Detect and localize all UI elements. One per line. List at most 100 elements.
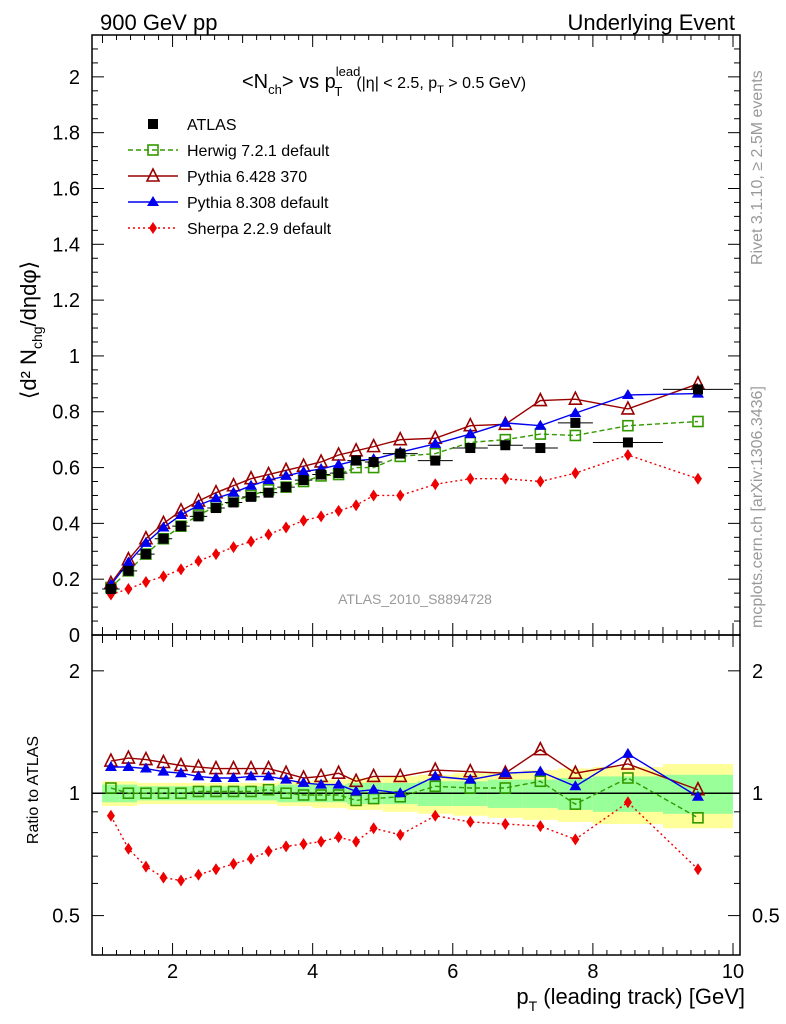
series-point-0 [622, 419, 634, 432]
legend-marker [145, 167, 161, 182]
ratio-point-1 [620, 755, 636, 770]
ratio-point-2 [262, 770, 275, 781]
ratio-point-2 [157, 765, 170, 776]
ratio-point-0 [122, 787, 135, 800]
ratio-point-1 [392, 767, 408, 783]
series-point-2 [139, 536, 152, 547]
series-point-2 [227, 486, 240, 497]
ratio-point-0 [692, 812, 704, 824]
series-point-3 [466, 472, 475, 485]
ratio-point-2 [332, 778, 345, 789]
ratio-point-3 [466, 815, 475, 828]
legend-label: Sherpa 2.2.9 default [187, 221, 332, 238]
data-point [105, 583, 116, 594]
ratio-point-2 [394, 787, 407, 798]
chart-title: <Nch> vs plead T (|η| < 2.5, pT > 0.5 GeV) [242, 64, 526, 99]
series-point-3 [693, 472, 702, 485]
series-point-3 [282, 521, 291, 534]
series-point-1 [533, 391, 548, 407]
ratio-point-0 [499, 782, 512, 794]
ratio-point-0 [245, 785, 257, 798]
ratio-point-0 [429, 780, 442, 793]
data-point [175, 521, 186, 532]
ratio-point-3 [141, 860, 150, 873]
series-point-3 [334, 504, 343, 517]
ratio-point-0 [210, 785, 222, 798]
data-point [333, 468, 344, 479]
data-point [500, 440, 511, 451]
series-point-2 [245, 479, 258, 490]
series-point-2 [297, 465, 310, 476]
y-tick-label: 0.8 [52, 402, 80, 424]
y-tick-label: 0.4 [52, 513, 80, 535]
data-point [140, 549, 151, 560]
ratio-point-0 [569, 798, 582, 810]
data-point [246, 491, 257, 502]
data-point [123, 565, 134, 576]
ratio-point-3 [536, 820, 545, 833]
legend-label: Herwig 7.2.1 default [187, 143, 330, 160]
ratio-point-3 [571, 833, 580, 846]
ratio-y-tick-label-right: 2 [752, 661, 763, 683]
legend-label: Pythia 8.308 default [187, 195, 329, 212]
data-point [281, 482, 292, 493]
ratio-y-tick-label-right: 1 [752, 783, 763, 805]
series-point-2 [569, 407, 582, 418]
ratio-y-tick-label-right: 0.5 [752, 906, 780, 928]
data-point [316, 469, 327, 480]
series-point-2 [429, 437, 442, 448]
series-point-2 [464, 428, 477, 439]
ratio-point-3 [299, 838, 308, 851]
y-tick-label: 1.2 [52, 290, 80, 312]
x-tick-label: 4 [307, 961, 318, 983]
rivet-label: Rivet 3.1.10, ≥ 2.5M events [749, 70, 766, 265]
y-tick-label: 1.4 [52, 234, 80, 256]
x-tick-label: 8 [587, 961, 598, 983]
ratio-point-3 [369, 822, 378, 835]
ratio-point-2 [315, 778, 328, 789]
ratio-point-2 [245, 770, 258, 781]
series-point-3 [124, 582, 133, 595]
ratio-panel [92, 740, 740, 887]
ratio-line-0 [110, 777, 699, 819]
series-point-2 [280, 469, 293, 480]
series-point-1 [568, 390, 583, 405]
ratio-point-3 [396, 828, 405, 841]
data-point [351, 455, 362, 466]
series-point-3 [536, 475, 545, 488]
mcplots-label: mcplots.cern.ch [arXiv:1306.3436] [749, 386, 766, 628]
ratio-point-2 [280, 773, 293, 784]
series-line-1 [110, 383, 699, 584]
data-point [368, 456, 379, 467]
ratio-point-2 [227, 772, 240, 783]
series-point-3 [159, 570, 168, 583]
series-point-3 [369, 489, 378, 502]
ratio-point-2 [691, 790, 704, 801]
series-point-2 [621, 389, 634, 399]
ratio-point-2 [209, 772, 222, 783]
series-point-1 [620, 400, 636, 415]
legend-marker [147, 196, 159, 206]
ratio-point-3 [229, 857, 238, 870]
data-point [535, 443, 546, 454]
series-point-3 [194, 555, 203, 568]
data-point [228, 497, 239, 508]
legend-marker [147, 144, 159, 156]
ratio-point-1 [533, 740, 548, 756]
data-point [193, 511, 204, 522]
series-line-3 [110, 454, 699, 596]
ratio-point-3 [247, 852, 256, 865]
x-tick-label: 6 [447, 961, 458, 983]
ratio-point-3 [501, 818, 510, 831]
ratio-point-0 [315, 789, 327, 801]
ratio-point-0 [622, 772, 634, 784]
series-point-2 [262, 474, 275, 485]
x-axis-label: pT (leading track) [GeV] [516, 984, 745, 1014]
series-point-2 [534, 419, 547, 430]
ratio-point-3 [352, 835, 361, 848]
y-tick-label: 1.6 [52, 178, 80, 200]
y-tick-label: 2 [69, 67, 80, 89]
ratio-point-0 [157, 787, 170, 800]
ratio-point-1 [226, 759, 241, 775]
